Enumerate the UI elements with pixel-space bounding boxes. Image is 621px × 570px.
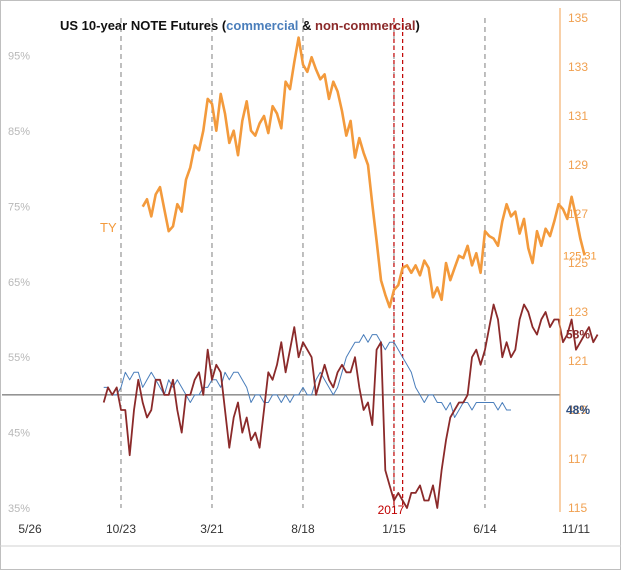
left-tick-label: 55% (8, 352, 30, 364)
title-noncommercial: non-commercial (315, 18, 415, 33)
right-tick-label: 133 (568, 60, 588, 74)
right-tick-label: 129 (568, 158, 588, 172)
ty-annotation: TY (100, 220, 117, 235)
x-tick-label: 8/18 (291, 522, 315, 536)
right-tick-label: 119 (568, 403, 587, 417)
series-line-noncommercial (102, 303, 599, 509)
commercial-value-label: 48% (566, 403, 590, 417)
right-tick-label: 123 (568, 305, 588, 319)
x-tick-label: 3/21 (200, 522, 224, 536)
ty-value-label: 125.31 (563, 250, 597, 262)
x-tick-label: 1/15 (382, 522, 406, 536)
right-tick-label: 117 (568, 452, 587, 466)
x-tick-label: 5/26 (18, 522, 42, 536)
right-tick-label: 125 (568, 256, 588, 270)
x-tick-label: 6/14 (473, 522, 497, 536)
right-tick-label: 115 (568, 501, 587, 515)
chart-title: US 10-year NOTE Futures (commercial & no… (60, 18, 420, 33)
noncommercial-value-label: 58% (566, 328, 590, 342)
left-tick-label: 75% (8, 201, 30, 213)
title-ampersand: & (298, 18, 315, 33)
year-marker-label: 2017 (378, 503, 405, 517)
x-tick-label: 10/23 (106, 522, 136, 536)
axis-layer: 95%85%75%65%55%45%35%1351331311291271251… (0, 8, 621, 547)
label-layer: 125.31 58% 48% TY 2017 (100, 220, 597, 517)
title-prefix: US 10-year NOTE Futures ( (60, 18, 227, 33)
grid-layer (2, 18, 560, 508)
left-tick-label: 35% (8, 503, 30, 515)
series-layer (102, 36, 599, 509)
title-suffix: ) (415, 18, 419, 33)
right-tick-label: 135 (568, 11, 588, 25)
right-tick-label: 127 (568, 207, 588, 221)
left-tick-label: 65% (8, 277, 30, 289)
title-commercial: commercial (226, 18, 298, 33)
right-tick-label: 121 (568, 354, 588, 368)
x-tick-label: 11/11 (562, 522, 591, 536)
series-line-ty (141, 36, 586, 309)
left-tick-label: 95% (8, 51, 30, 63)
right-tick-label: 131 (568, 109, 588, 123)
left-tick-label: 45% (8, 428, 30, 440)
left-tick-label: 85% (8, 126, 30, 138)
